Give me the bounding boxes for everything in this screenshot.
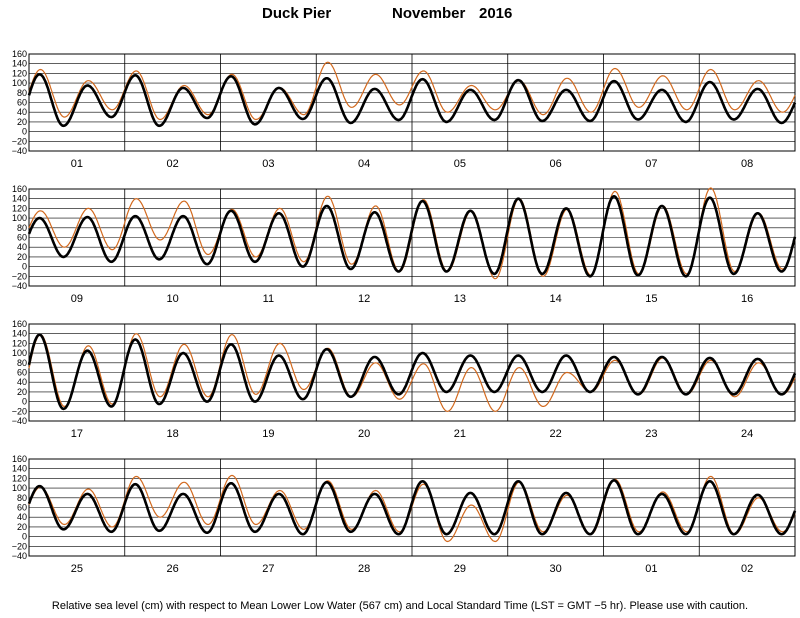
day-label: 29: [454, 563, 466, 575]
day-label: 22: [550, 428, 562, 440]
day-label: 26: [167, 563, 179, 575]
y-tick-label: 60: [17, 503, 27, 513]
station-name: Duck Pier: [262, 5, 332, 22]
day-label: 09: [71, 293, 83, 305]
y-tick-label: −40: [12, 146, 27, 156]
y-tick-label: 80: [17, 88, 27, 98]
day-label: 13: [454, 293, 466, 305]
day-label: 11: [263, 293, 274, 305]
year-label: 2016: [479, 5, 513, 22]
caption: Relative sea level (cm) with respect to …: [51, 600, 749, 612]
y-tick-label: 40: [17, 107, 27, 117]
day-label: 04: [358, 158, 370, 170]
day-label: 28: [358, 563, 370, 575]
y-tick-label: 0: [22, 397, 27, 407]
y-tick-label: 20: [17, 252, 27, 262]
y-tick-label: 160: [12, 454, 27, 464]
predicted-series-line: [27, 333, 797, 411]
day-label: 27: [262, 563, 274, 575]
y-tick-label: 80: [17, 358, 27, 368]
y-tick-label: 0: [22, 127, 27, 137]
day-label: 18: [167, 428, 179, 440]
y-tick-label: 0: [22, 262, 27, 272]
y-tick-label: 20: [17, 117, 27, 127]
y-tick-label: 120: [12, 473, 27, 483]
day-label: 14: [550, 293, 562, 305]
day-label: 02: [167, 158, 179, 170]
y-tick-label: 100: [12, 213, 27, 223]
day-label: 25: [71, 563, 83, 575]
day-label: 19: [262, 428, 274, 440]
y-tick-label: 140: [12, 464, 27, 474]
y-tick-label: 80: [17, 223, 27, 233]
y-tick-label: −40: [12, 416, 27, 426]
y-tick-label: 100: [12, 483, 27, 493]
day-label: 03: [262, 158, 274, 170]
y-tick-label: 40: [17, 377, 27, 387]
day-label: 12: [358, 293, 370, 305]
day-label: 05: [454, 158, 466, 170]
day-label: 30: [550, 563, 562, 575]
y-tick-label: 160: [12, 184, 27, 194]
y-tick-label: 140: [12, 329, 27, 339]
y-tick-label: 160: [12, 319, 27, 329]
day-label: 17: [71, 428, 83, 440]
panel-frame: [28, 323, 796, 422]
day-label: 06: [550, 158, 562, 170]
y-tick-label: 140: [12, 59, 27, 69]
y-tick-label: 40: [17, 512, 27, 522]
day-label: 02: [741, 563, 753, 575]
predicted-series-line: [27, 478, 797, 536]
y-tick-label: 100: [12, 78, 27, 88]
y-tick-label: 100: [12, 348, 27, 358]
y-tick-label: 80: [17, 493, 27, 503]
y-tick-label: 140: [12, 194, 27, 204]
day-label: 16: [741, 293, 753, 305]
y-tick-label: −40: [12, 551, 27, 561]
predicted-series-line: [27, 73, 797, 128]
y-tick-label: 160: [12, 49, 27, 59]
y-tick-label: 120: [12, 68, 27, 78]
y-tick-label: 120: [12, 338, 27, 348]
day-label: 08: [741, 158, 753, 170]
y-tick-label: 40: [17, 242, 27, 252]
y-tick-label: 60: [17, 368, 27, 378]
y-tick-label: −20: [12, 541, 27, 551]
y-tick-label: 60: [17, 233, 27, 243]
day-label: 15: [645, 293, 657, 305]
y-tick-label: −20: [12, 406, 27, 416]
panel-frame: [28, 458, 796, 557]
chart-title: Duck Pier November 2016: [0, 5, 800, 27]
y-tick-label: −40: [12, 281, 27, 291]
observed-series-line: [28, 61, 796, 121]
y-tick-label: −20: [12, 136, 27, 146]
day-label: 10: [167, 293, 179, 305]
day-label: 24: [741, 428, 753, 440]
predicted-series-line: [27, 194, 797, 278]
y-tick-label: 20: [17, 522, 27, 532]
day-label: 07: [645, 158, 657, 170]
y-tick-label: 60: [17, 98, 27, 108]
day-label: 20: [358, 428, 370, 440]
day-label: 23: [645, 428, 657, 440]
panel-frame: [28, 53, 796, 152]
day-label: 01: [645, 563, 657, 575]
day-label: 01: [71, 158, 83, 170]
y-tick-label: −20: [12, 271, 27, 281]
y-tick-label: 20: [17, 387, 27, 397]
month-name: November: [392, 5, 466, 22]
day-label: 21: [454, 428, 466, 440]
y-tick-label: 120: [12, 203, 27, 213]
y-tick-label: 0: [22, 532, 27, 542]
